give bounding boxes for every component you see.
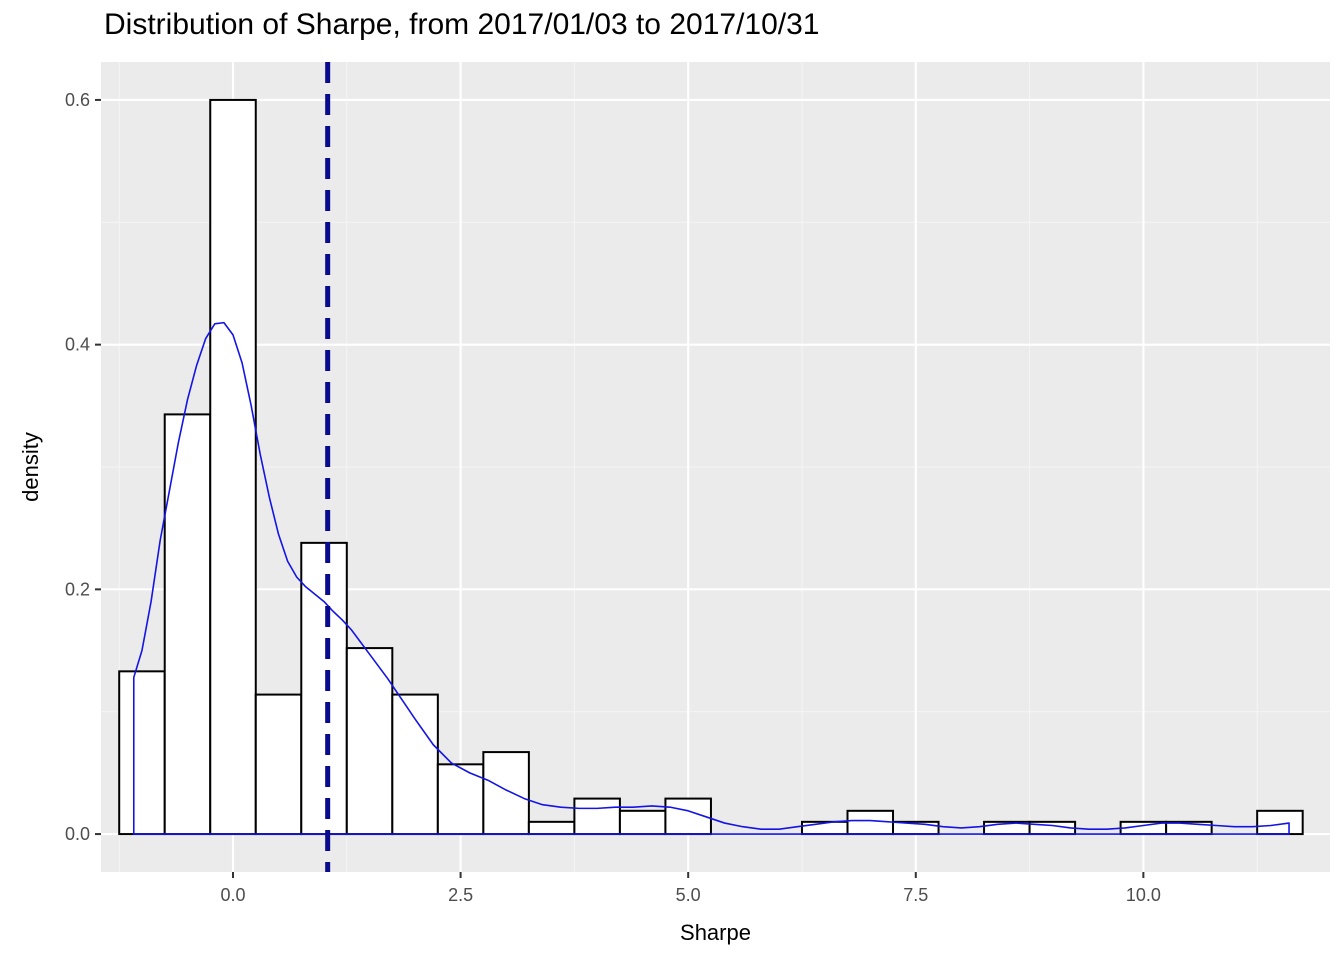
y-tick-label: 0.0	[65, 824, 90, 844]
x-axis: 0.0 2.5 5.0 7.5 10.0	[220, 872, 1161, 905]
histogram-bar	[254, 693, 303, 836]
y-axis: 0.0 0.2 0.4 0.6	[65, 90, 101, 844]
density-curve-group	[132, 321, 1290, 835]
y-tick-label: 0.6	[65, 90, 90, 110]
histogram-bar	[209, 98, 257, 836]
x-axis-title: Sharpe	[680, 920, 751, 945]
y-axis-title: density	[18, 432, 43, 502]
histogram-bar	[573, 797, 621, 836]
histogram-bar	[118, 670, 166, 836]
x-tick-label: 2.5	[448, 885, 473, 905]
histogram-bar	[163, 413, 212, 836]
histogram-bar	[1256, 809, 1304, 836]
y-tick-label: 0.2	[65, 579, 90, 599]
histogram-bar	[300, 541, 348, 836]
histogram-bar	[527, 820, 576, 836]
x-tick-label: 5.0	[676, 885, 701, 905]
density-curve	[132, 321, 1290, 835]
histogram-bars	[118, 98, 1304, 836]
minor-gridlines	[101, 62, 1330, 872]
histogram-bar	[482, 751, 530, 836]
x-tick-label: 10.0	[1126, 885, 1161, 905]
y-tick-label: 0.4	[65, 335, 90, 355]
histogram-bar	[345, 647, 394, 836]
histogram-bar	[664, 797, 712, 836]
x-tick-label: 7.5	[903, 885, 928, 905]
x-tick-label: 0.0	[220, 885, 245, 905]
histogram-bar	[391, 693, 439, 836]
histogram-bar	[618, 809, 667, 836]
chart-title: Distribution of Sharpe, from 2017/01/03 …	[104, 8, 820, 41]
